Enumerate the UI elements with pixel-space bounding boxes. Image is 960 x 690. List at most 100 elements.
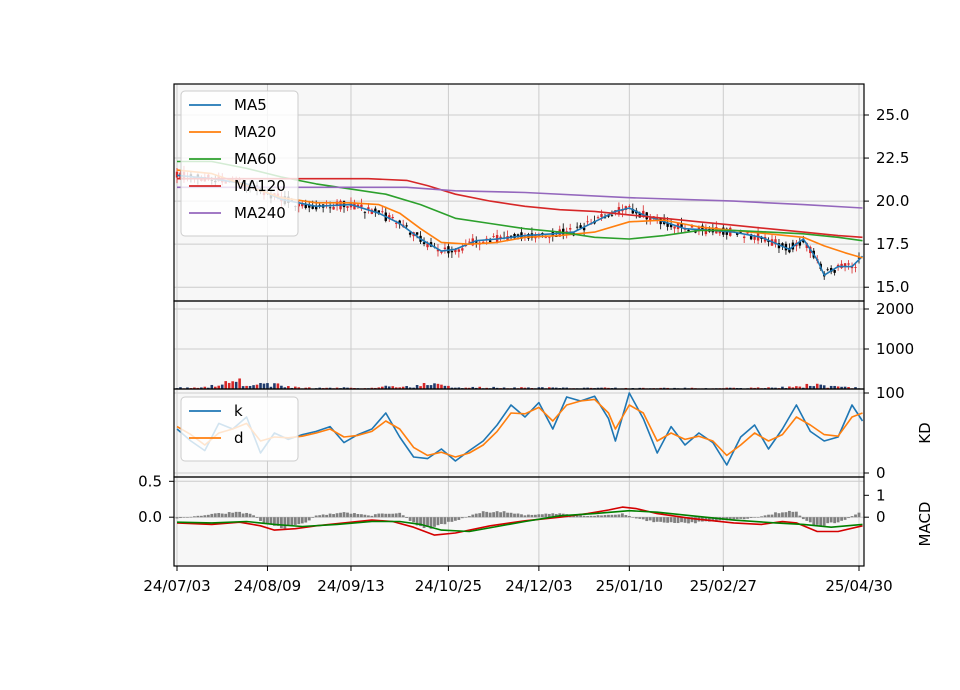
histogram-bar [415, 517, 419, 526]
candle-body [516, 234, 520, 236]
candle-body [175, 171, 179, 178]
volume-bar [812, 386, 816, 389]
volume-bar [791, 387, 795, 389]
histogram-bar [537, 514, 541, 518]
histogram-bar [673, 517, 676, 523]
histogram-bar [763, 515, 767, 518]
volume-bar [241, 386, 245, 389]
volume-bar [614, 387, 617, 389]
volume-bar [349, 387, 353, 389]
volume-bar [412, 387, 415, 389]
volume-bar [732, 387, 736, 389]
volume-bar [770, 387, 774, 389]
histogram-bar [436, 517, 440, 526]
volume-bar [582, 387, 586, 389]
histogram-bar [854, 514, 857, 518]
volume-bar [561, 387, 565, 389]
histogram-bar [175, 517, 179, 519]
volume-bar [847, 387, 850, 389]
candle-body [475, 241, 478, 243]
volume-bar [478, 386, 482, 389]
histogram-bar [186, 517, 189, 518]
price-tick-label: 25.0 [876, 106, 909, 124]
candle-body [457, 249, 461, 252]
ma5-line [176, 174, 864, 276]
volume-bar [391, 386, 395, 389]
candle-body [488, 240, 492, 243]
histogram-bar [203, 515, 207, 518]
volume-bar [269, 386, 273, 389]
volume-tick-label: 2000 [876, 300, 914, 318]
volume-bar [725, 387, 729, 389]
histogram-bar [293, 517, 297, 525]
histogram-bar [781, 512, 784, 518]
volume-bar [370, 387, 374, 389]
histogram-bar [286, 517, 290, 526]
histogram-bar [857, 512, 861, 518]
histogram-bar [655, 517, 659, 522]
candle-body [499, 236, 502, 239]
volume-bar [457, 387, 461, 389]
legend-label-d: d [234, 429, 244, 447]
histogram-bar [370, 515, 374, 518]
volume-bar [429, 385, 433, 389]
volume-bar [325, 387, 328, 389]
histogram-bar [774, 512, 777, 518]
histogram-bar [189, 516, 193, 518]
histogram-bar [210, 513, 214, 518]
volume-bar [464, 387, 468, 389]
candle-body [482, 241, 485, 243]
histogram-bar [269, 517, 273, 525]
candle-body [781, 243, 784, 246]
histogram-bar [332, 514, 335, 518]
volume-bar [234, 381, 238, 389]
histogram-bar [847, 517, 850, 519]
volume-bar [405, 386, 408, 389]
volume-bar [854, 387, 857, 389]
candle-body [381, 211, 384, 213]
candle-body [736, 232, 739, 235]
histogram-bar [481, 511, 485, 518]
volume-bar [220, 384, 224, 389]
candle-body [374, 208, 377, 212]
histogram-bar [641, 517, 645, 520]
histogram-bar [680, 517, 683, 523]
candle-body [461, 248, 464, 251]
volume-bar [548, 387, 551, 389]
volume-bar [443, 385, 447, 389]
candle-body [631, 208, 635, 214]
price-tick-label: 17.5 [876, 235, 909, 253]
volume-bar [513, 387, 516, 389]
candle-body [426, 243, 429, 248]
volume-bar [819, 384, 823, 389]
histogram-bar [676, 517, 680, 524]
histogram-bar [213, 513, 217, 518]
legend-label-ma60: MA60 [234, 150, 276, 168]
candle-body [600, 214, 603, 217]
volume-bar [454, 387, 457, 389]
legend-label-k: k [234, 402, 243, 420]
histogram-bar [273, 517, 276, 526]
candle-body [802, 240, 805, 243]
volume-bar [408, 387, 412, 389]
volume-bar [523, 387, 527, 389]
volume-bar [280, 385, 283, 389]
histogram-bar [728, 517, 732, 520]
histogram-bar [843, 517, 847, 520]
histogram-bar [419, 517, 422, 527]
candle-body [568, 228, 572, 230]
candle-body [304, 203, 307, 209]
kd-legend-box [180, 396, 299, 462]
candle-body [669, 223, 673, 228]
histogram-bar [687, 517, 690, 524]
histogram-bar [328, 513, 332, 518]
histogram-bar [179, 517, 182, 519]
histogram-bar [467, 515, 471, 518]
legends: MA5 MA20 MA60 MA120 MA240 kd [180, 90, 299, 462]
volume-bar [273, 383, 276, 389]
histogram-bar [516, 513, 520, 518]
candle-body [544, 237, 548, 239]
candle-body [311, 206, 314, 209]
histogram-bar [259, 517, 262, 522]
histogram-bar [485, 511, 489, 518]
